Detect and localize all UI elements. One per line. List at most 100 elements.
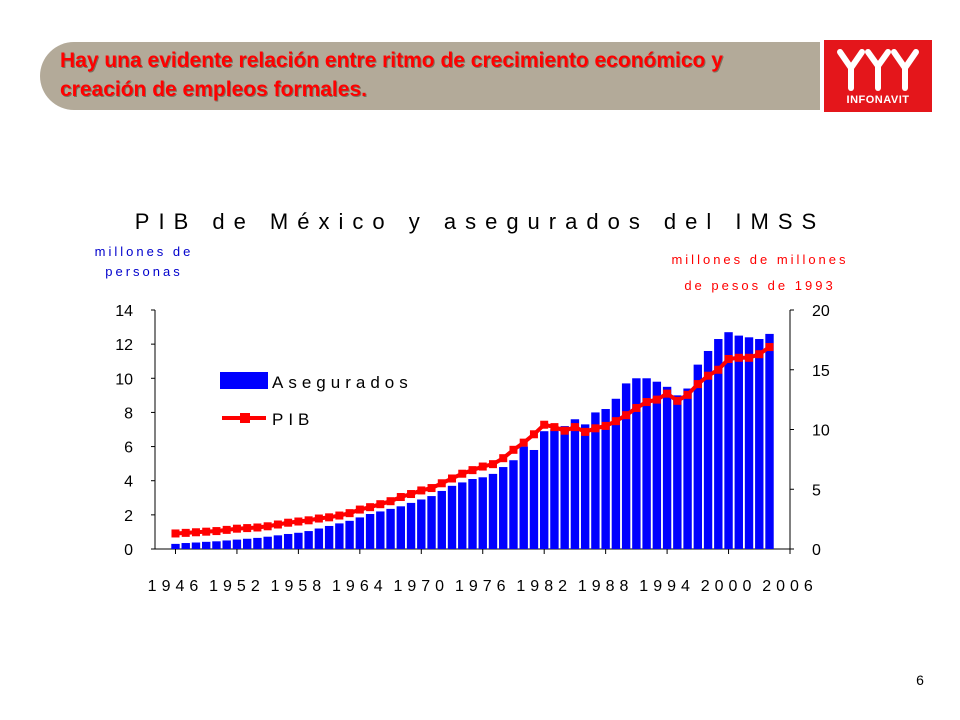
bar-asegurados bbox=[519, 446, 528, 549]
point-pib bbox=[714, 365, 723, 374]
point-pib bbox=[734, 353, 743, 362]
bar-asegurados bbox=[703, 350, 713, 549]
point-pib bbox=[632, 403, 641, 412]
bar-asegurados bbox=[488, 473, 498, 549]
y-tick-label-left: 8 bbox=[124, 405, 133, 422]
x-tick-label: 1964 bbox=[332, 578, 388, 595]
bar-asegurados bbox=[386, 508, 395, 549]
bar-asegurados bbox=[406, 502, 416, 549]
point-pib bbox=[171, 529, 180, 538]
y-tick-label-right: 0 bbox=[812, 542, 821, 559]
bar-asegurados bbox=[560, 426, 569, 549]
bar-asegurados bbox=[171, 543, 180, 549]
bar-asegurados bbox=[304, 531, 313, 549]
point-pib bbox=[407, 490, 416, 499]
y-tick-label-right: 15 bbox=[812, 363, 830, 380]
bar-asegurados bbox=[611, 398, 621, 549]
point-pib bbox=[611, 417, 620, 426]
bar-asegurados bbox=[222, 540, 231, 549]
point-pib bbox=[355, 505, 364, 514]
legend-label-asegurados: Asegurados bbox=[272, 373, 413, 392]
x-tick-label: 1958 bbox=[271, 578, 327, 595]
bar-asegurados bbox=[580, 424, 590, 549]
bar-asegurados bbox=[396, 506, 406, 549]
point-pib bbox=[366, 503, 375, 512]
bar-asegurados bbox=[427, 496, 436, 549]
y-tick-label-left: 12 bbox=[115, 337, 133, 354]
point-pib bbox=[478, 462, 487, 471]
x-tick-label: 1970 bbox=[393, 578, 449, 595]
y-tick-label-left: 2 bbox=[124, 508, 133, 525]
bar-asegurados bbox=[693, 364, 703, 549]
bar-asegurados bbox=[212, 541, 221, 549]
bar-asegurados bbox=[202, 541, 211, 549]
x-tick-label: 2000 bbox=[701, 578, 757, 595]
legend-swatch-asegurados bbox=[220, 372, 268, 389]
bar-asegurados bbox=[601, 409, 610, 549]
point-pib bbox=[509, 445, 518, 454]
logo-icon bbox=[837, 49, 919, 91]
bar-asegurados bbox=[642, 378, 651, 549]
point-pib bbox=[704, 371, 713, 380]
bar-asegurados bbox=[755, 339, 764, 549]
point-pib bbox=[499, 454, 508, 463]
point-pib bbox=[294, 517, 303, 526]
title-banner bbox=[40, 42, 820, 110]
point-pib bbox=[243, 524, 252, 533]
point-pib bbox=[570, 423, 579, 432]
bar-asegurados bbox=[447, 485, 457, 549]
point-pib bbox=[745, 353, 754, 362]
y-tick-label-right: 5 bbox=[812, 482, 821, 499]
point-pib bbox=[417, 486, 426, 495]
bar-asegurados bbox=[529, 449, 539, 549]
point-pib bbox=[191, 528, 200, 537]
y-axis-label-left: millones de personas bbox=[94, 244, 194, 279]
point-pib bbox=[284, 518, 293, 527]
point-pib bbox=[581, 427, 590, 436]
point-pib bbox=[427, 484, 436, 493]
point-pib bbox=[642, 398, 651, 407]
bar-asegurados bbox=[539, 431, 549, 549]
bar-asegurados bbox=[181, 543, 190, 549]
point-pib bbox=[540, 420, 549, 429]
x-tick-label: 1946 bbox=[148, 578, 204, 595]
x-tick-label: 1994 bbox=[639, 578, 695, 595]
point-pib bbox=[560, 426, 569, 435]
bar-asegurados bbox=[591, 412, 600, 549]
bar-asegurados bbox=[458, 482, 467, 549]
bar-asegurados bbox=[570, 419, 580, 549]
bar-asegurados bbox=[437, 490, 446, 549]
bar-asegurados bbox=[283, 533, 293, 549]
point-pib bbox=[529, 430, 538, 439]
point-pib bbox=[263, 522, 272, 531]
bar-asegurados bbox=[242, 538, 252, 549]
bar-asegurados bbox=[673, 395, 682, 549]
point-pib bbox=[202, 527, 211, 536]
point-pib bbox=[222, 525, 231, 534]
point-pib bbox=[673, 396, 682, 405]
point-pib bbox=[724, 354, 733, 363]
y-tick-label-left: 14 bbox=[115, 303, 133, 320]
page-number: 6 bbox=[916, 672, 924, 688]
bar-asegurados bbox=[662, 386, 672, 549]
bar-asegurados bbox=[632, 378, 641, 549]
bar-asegurados bbox=[263, 536, 272, 549]
point-pib bbox=[683, 390, 692, 399]
legend-label-pib: PIB bbox=[272, 410, 314, 429]
point-pib bbox=[325, 513, 334, 522]
y-tick-label-left: 10 bbox=[115, 371, 133, 388]
bar-asegurados bbox=[355, 517, 365, 549]
point-pib bbox=[304, 516, 313, 525]
y-tick-label-left: 4 bbox=[124, 474, 133, 491]
bar-asegurados bbox=[417, 499, 426, 549]
logo-text: INFONAVIT bbox=[846, 94, 910, 106]
point-pib bbox=[335, 511, 344, 520]
y-tick-label-left: 6 bbox=[124, 440, 133, 457]
y-tick-label-right: 10 bbox=[812, 423, 830, 440]
bar-asegurados bbox=[335, 523, 344, 549]
point-pib bbox=[693, 380, 702, 389]
point-pib bbox=[181, 528, 190, 537]
bar-asegurados bbox=[765, 333, 774, 549]
chart-title: PIB de México y asegurados del IMSS bbox=[134, 209, 826, 234]
